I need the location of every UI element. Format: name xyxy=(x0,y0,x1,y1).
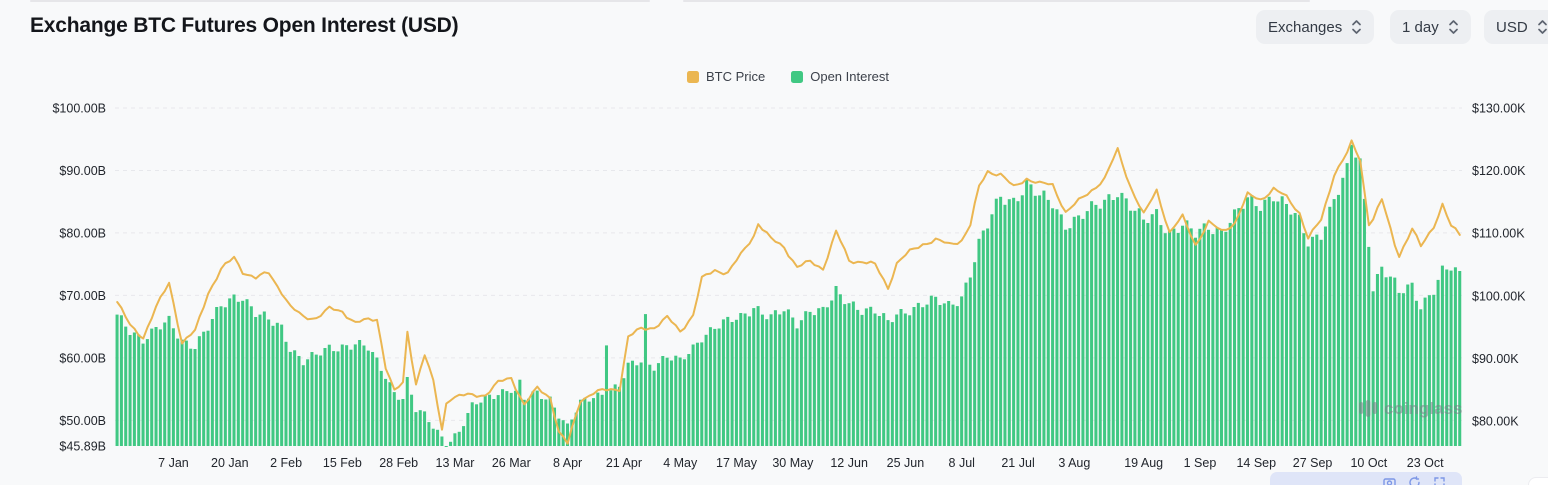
x-axis-label: 12 Jun xyxy=(830,456,868,470)
x-axis-label: 27 Sep xyxy=(1293,456,1333,470)
x-axis-label: 25 Jun xyxy=(887,456,925,470)
exchanges-dropdown[interactable]: Exchanges xyxy=(1256,10,1375,44)
x-axis-label: 30 May xyxy=(772,456,814,470)
right-axis-label: $130.00K xyxy=(1472,102,1526,116)
x-axis-label: 26 Mar xyxy=(492,456,531,470)
interval-dropdown-label: 1 day xyxy=(1402,18,1439,36)
chevron-up-down-icon xyxy=(1537,20,1547,34)
right-axis-label: $110.00K xyxy=(1472,227,1525,241)
page-title: Exchange BTC Futures Open Interest (USD) xyxy=(30,14,459,37)
corner-button-partial[interactable] xyxy=(1528,477,1548,485)
x-axis-label: 23 Oct xyxy=(1407,456,1444,470)
right-axis-label: $90.00K xyxy=(1472,352,1519,366)
chevron-up-down-icon xyxy=(1448,20,1458,34)
right-axis-label: $120.00K xyxy=(1472,164,1526,178)
x-axis-label: 8 Jul xyxy=(949,456,975,470)
currency-dropdown[interactable]: USD xyxy=(1484,10,1548,44)
x-axis-label: 10 Oct xyxy=(1350,456,1387,470)
left-axis-label: $80.00B xyxy=(59,226,106,240)
left-axis-label: $70.00B xyxy=(59,289,106,303)
top-divider xyxy=(683,0,1310,2)
legend-item-btc-price[interactable]: BTC Price xyxy=(686,69,766,84)
right-axis-label: $100.00K xyxy=(1472,289,1526,303)
x-axis-label: 15 Feb xyxy=(323,456,362,470)
chart-legend: BTC Price Open Interest xyxy=(686,69,889,84)
top-divider xyxy=(30,0,650,2)
left-axis-label: $60.00B xyxy=(59,351,106,365)
open-interest-swatch-icon xyxy=(791,70,804,83)
x-axis-label: 2 Feb xyxy=(270,456,302,470)
refresh-icon[interactable] xyxy=(1408,476,1421,485)
btc-price-line xyxy=(116,139,1461,445)
legend-item-open-interest[interactable]: Open Interest xyxy=(791,69,889,84)
x-axis-label: 14 Sep xyxy=(1236,456,1276,470)
open-interest-bars xyxy=(115,144,1462,447)
x-axis-label: 1 Sep xyxy=(1184,456,1217,470)
left-axis-label: $100.00B xyxy=(52,102,106,116)
bottom-toolbar-partial[interactable] xyxy=(1270,472,1462,485)
x-axis-label: 19 Aug xyxy=(1124,456,1163,470)
x-axis-label: 3 Aug xyxy=(1058,456,1090,470)
btc-price-swatch-icon xyxy=(686,70,699,83)
x-axis-label: 17 May xyxy=(716,456,758,470)
right-axis-label: $80.00K xyxy=(1472,414,1519,428)
x-axis-label: 7 Jan xyxy=(158,456,189,470)
x-axis-label: 21 Jul xyxy=(1001,456,1034,470)
legend-label: Open Interest xyxy=(810,69,890,84)
expand-icon[interactable] xyxy=(1433,476,1446,485)
x-axis-label: 13 Mar xyxy=(436,456,475,470)
x-axis-label: 21 Apr xyxy=(606,456,642,470)
x-axis-label: 8 Apr xyxy=(553,456,582,470)
legend-label: BTC Price xyxy=(705,69,766,84)
chevron-up-down-icon xyxy=(1352,20,1362,34)
interval-dropdown[interactable]: 1 day xyxy=(1390,10,1471,44)
x-axis-label: 28 Feb xyxy=(379,456,418,470)
left-axis-label: $50.00B xyxy=(59,414,106,428)
x-axis-label: 4 May xyxy=(663,456,698,470)
left-axis-label: $45.89B xyxy=(59,440,106,454)
exchanges-dropdown-label: Exchanges xyxy=(1268,18,1343,36)
currency-dropdown-label: USD xyxy=(1496,18,1528,36)
camera-icon[interactable] xyxy=(1383,476,1396,485)
left-axis-label: $90.00B xyxy=(59,164,106,178)
x-axis-label: 20 Jan xyxy=(211,456,249,470)
